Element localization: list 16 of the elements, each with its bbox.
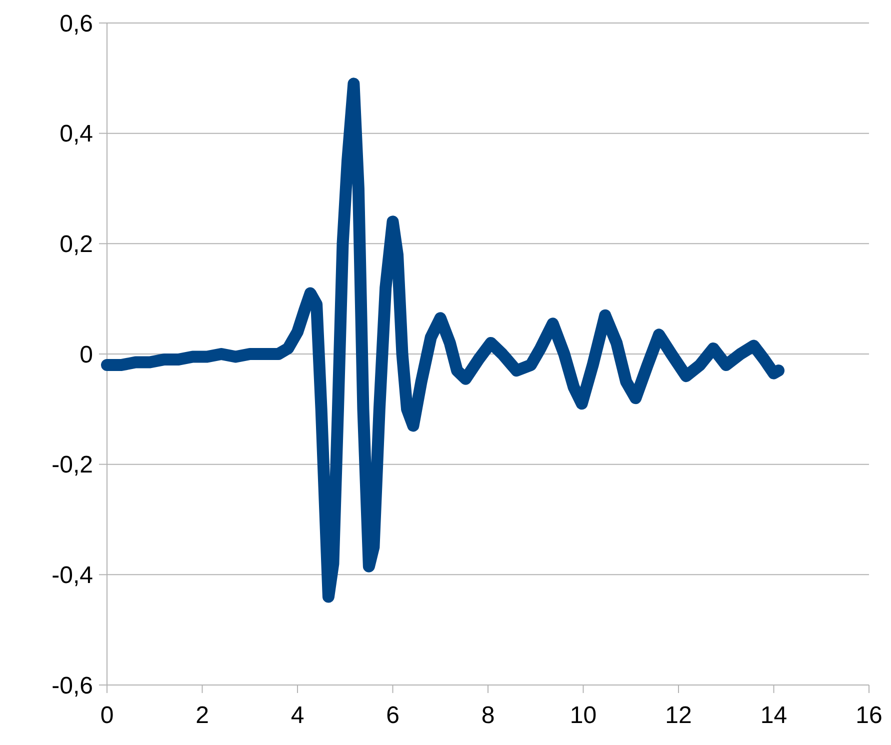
x-tick-label: 6 xyxy=(386,702,400,729)
y-tick-label: 0 xyxy=(80,341,93,368)
x-tick-label: 16 xyxy=(856,702,882,729)
x-tick-label: 10 xyxy=(570,702,597,729)
y-tick-label: -0,6 xyxy=(52,672,93,700)
x-tick-label: 14 xyxy=(760,702,788,729)
y-tick-label: 0,2 xyxy=(60,231,93,258)
x-tick-label: 4 xyxy=(290,702,304,729)
x-tick-label: 12 xyxy=(665,702,692,729)
y-tick-label: 0,4 xyxy=(60,120,93,148)
y-tick-label: -0,4 xyxy=(52,562,93,590)
x-tick-label: 0 xyxy=(100,702,114,729)
x-tick-label: 2 xyxy=(196,702,209,729)
y-tick-label: 0,6 xyxy=(60,10,93,38)
y-tick-label: -0,2 xyxy=(52,452,93,479)
x-tick-label: 8 xyxy=(481,702,495,729)
